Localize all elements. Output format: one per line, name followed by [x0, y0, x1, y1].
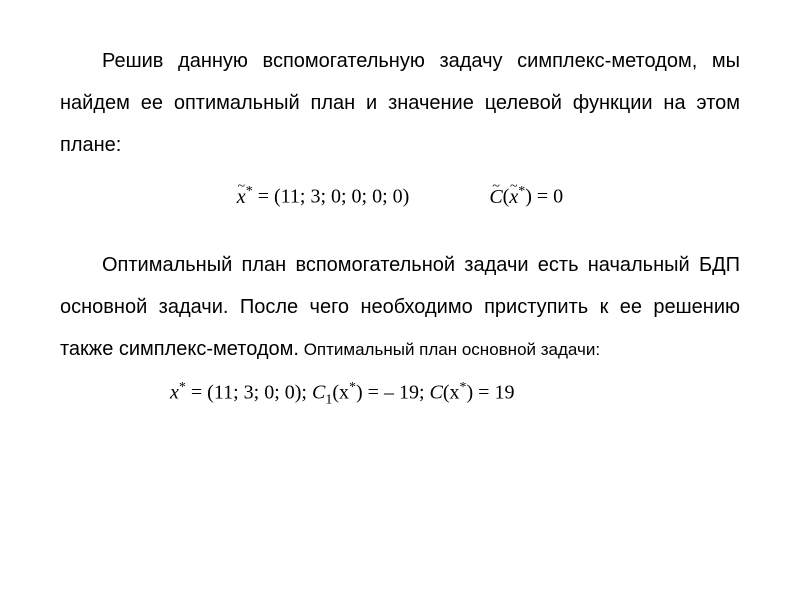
x-sup: *: [246, 184, 253, 199]
para2-trailing: Оптимальный план основной задачи:: [299, 340, 600, 359]
f2-c-val: ) = 19: [467, 381, 515, 403]
f2-c1: C: [312, 381, 325, 403]
formula-1-xstar: ~x* = (11; 3; 0; 0; 0; 0): [237, 184, 410, 209]
f2-x-vec: = (11; 3; 0; 0);: [186, 381, 312, 403]
paragraph-1: Решив данную вспомогательную задачу симп…: [60, 40, 740, 166]
c-arg-sup: *: [518, 184, 525, 199]
f2-x-sup: *: [179, 380, 186, 395]
formula-1-cvalue: ~C(~x*) = 0: [489, 184, 563, 209]
c-value: = 0: [537, 186, 563, 208]
f2-c-argsup: *: [460, 380, 467, 395]
formula-row-2: x* = (11; 3; 0; 0); C1(x*) = – 19; C(x*)…: [60, 380, 740, 409]
tilde-over-x: ~: [237, 179, 246, 195]
f2-c1-val: ) = – 19;: [356, 381, 430, 403]
formula-row-1: ~x* = (11; 3; 0; 0; 0; 0) ~C(~x*) = 0: [60, 184, 740, 209]
f2-c1-argsup: *: [349, 380, 356, 395]
f2-c-open: (x: [443, 381, 460, 403]
tilde-over-carg: ~: [509, 179, 518, 195]
x-vector: = (11; 3; 0; 0; 0; 0): [258, 186, 410, 208]
f2-c1-open: (x: [332, 381, 349, 403]
tilde-over-c: ~: [489, 179, 502, 195]
paragraph-2: Оптимальный план вспомогательной задачи …: [60, 244, 740, 370]
f2-c: C: [430, 381, 443, 403]
f2-x: x: [170, 381, 179, 403]
